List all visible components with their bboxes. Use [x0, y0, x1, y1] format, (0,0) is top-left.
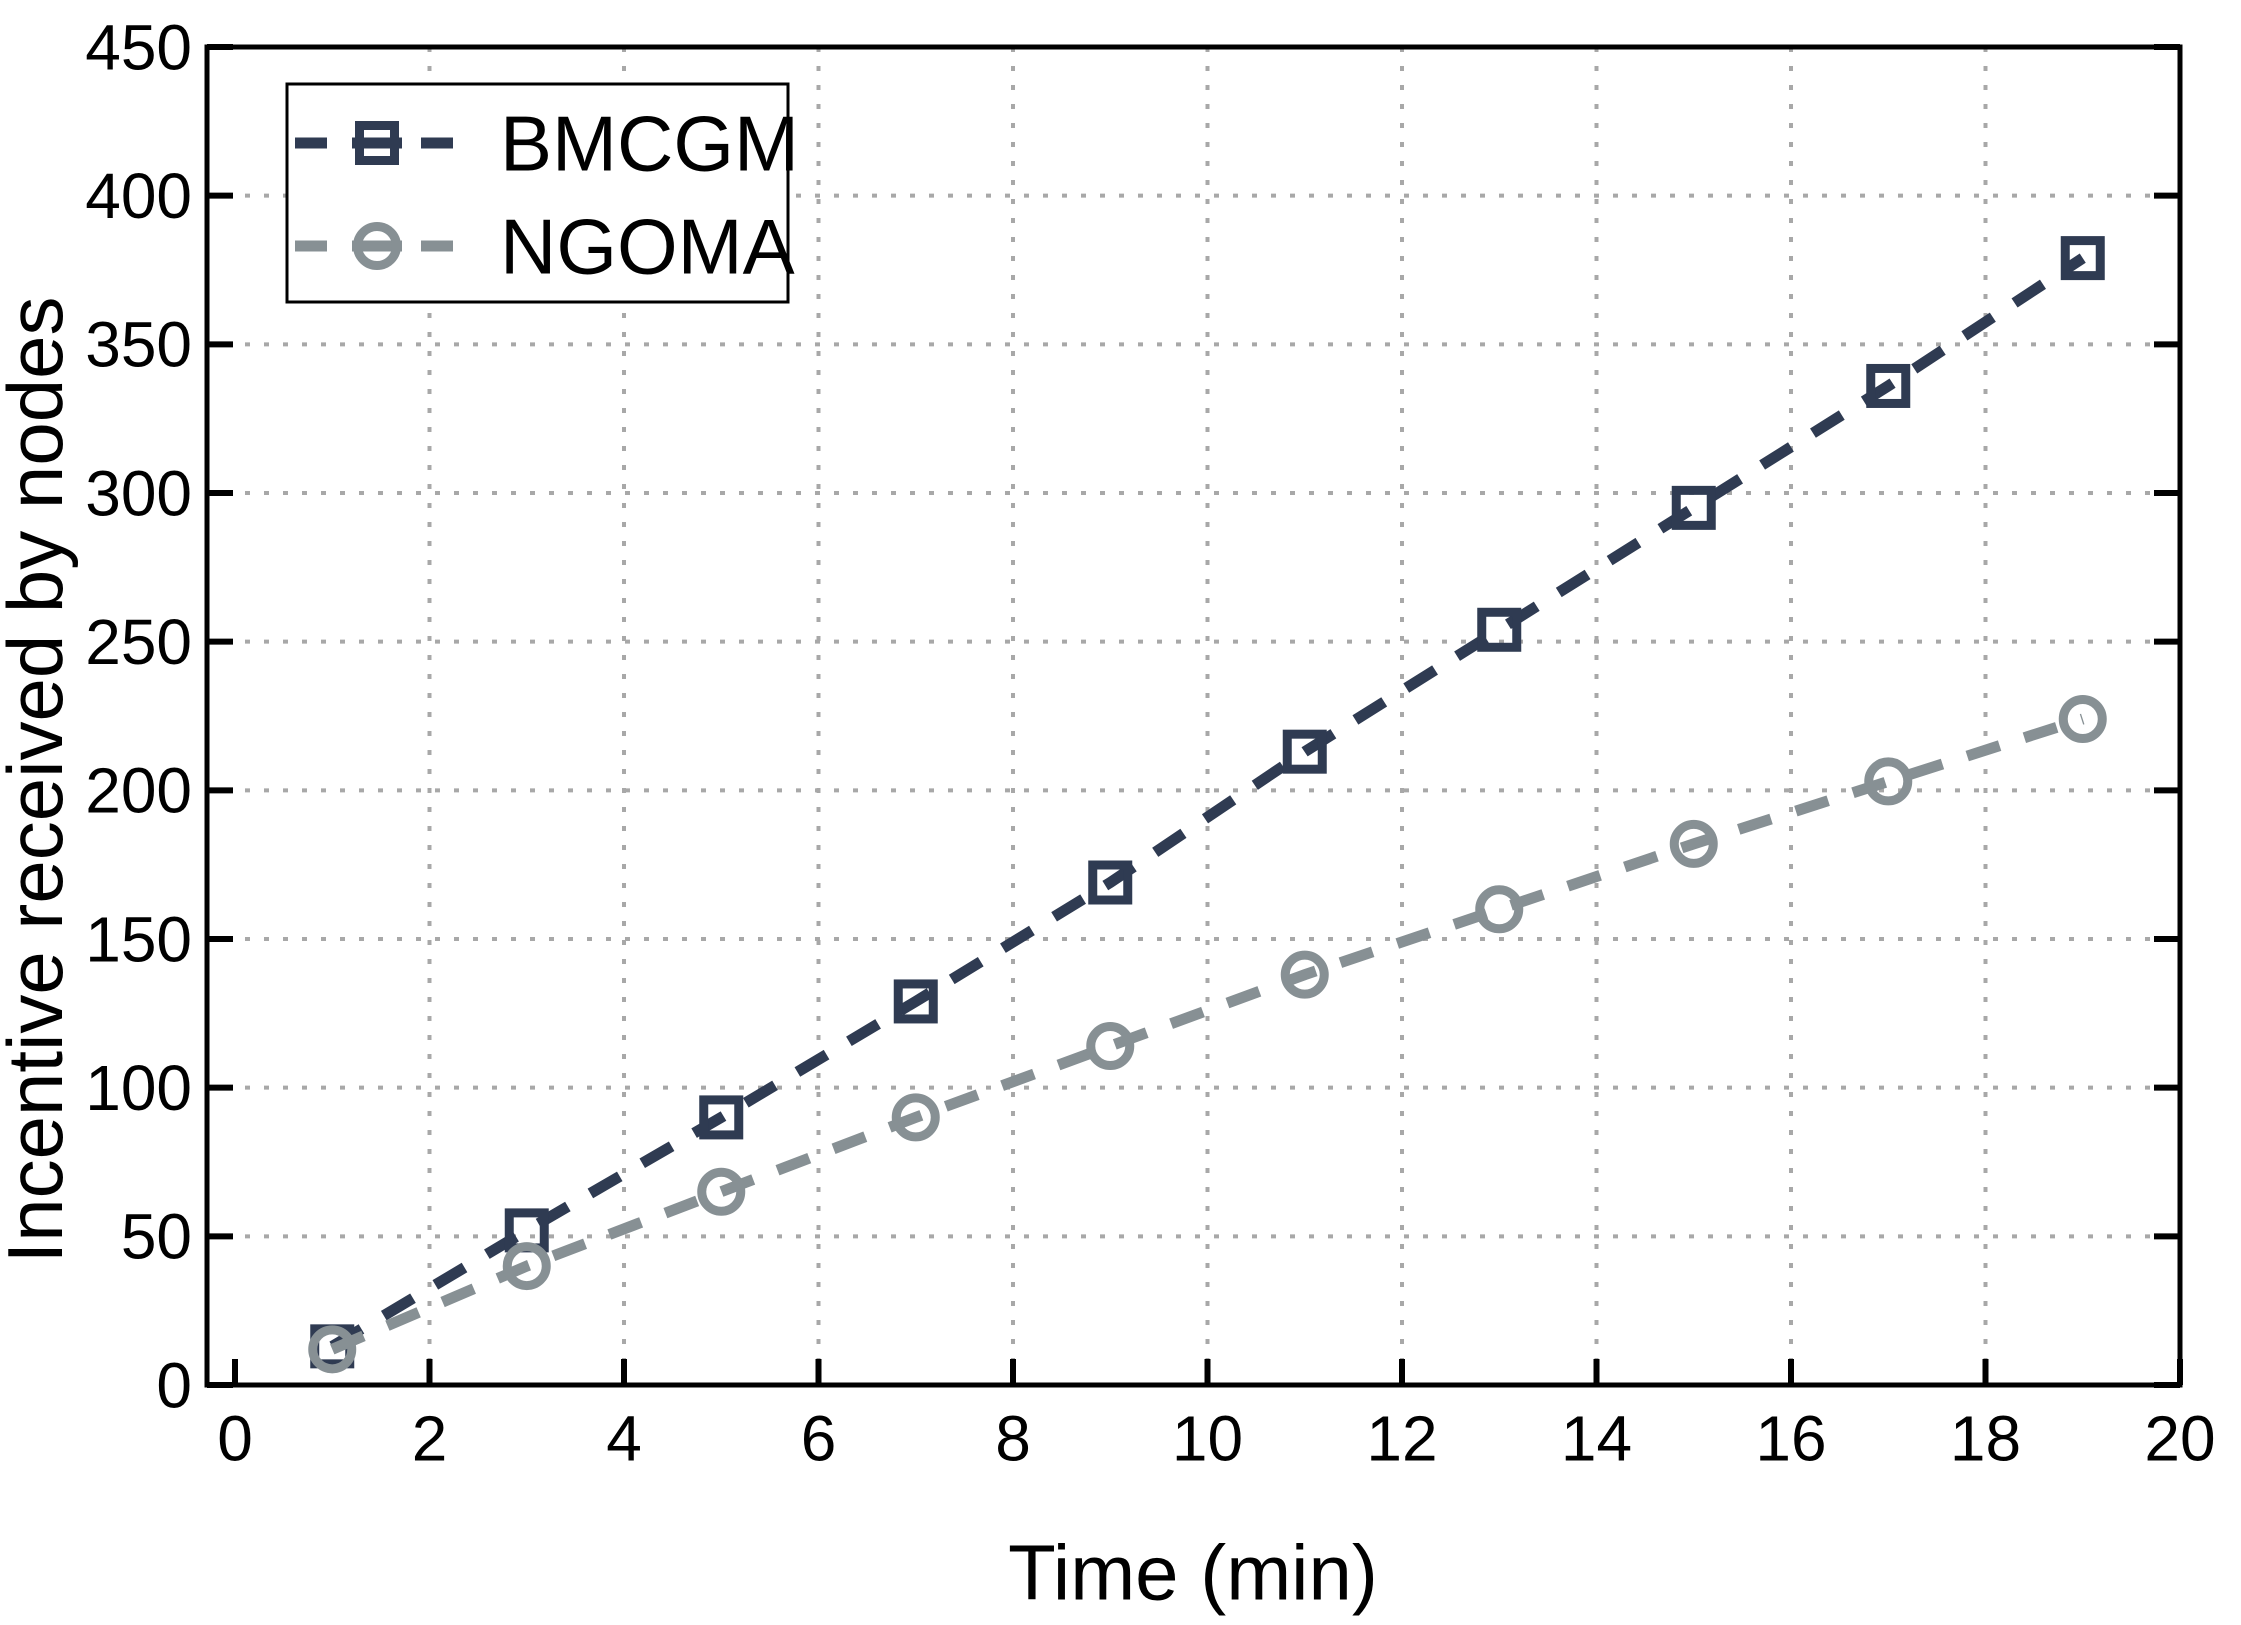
series-line-bmcgm: [329, 253, 2086, 1352]
marker-open-circle-icon: [697, 1167, 746, 1216]
y-tick-label: 250: [85, 606, 192, 678]
marker-open-square-icon: [1671, 485, 1716, 530]
y-tick-label: 300: [85, 457, 192, 529]
y-tick-label: 0: [156, 1349, 192, 1421]
y-tick-label: 150: [85, 903, 192, 975]
y-tick-label: 100: [85, 1052, 192, 1124]
marker-open-circle-icon: [502, 1242, 551, 1291]
y-tick-label: 350: [85, 309, 192, 381]
x-tick-label: 16: [1755, 1402, 1826, 1474]
x-axis-label: Time (min): [1008, 1528, 1378, 1616]
legend-label-bmcgm: BMCGM: [500, 99, 799, 187]
x-tick-label: 4: [606, 1402, 642, 1474]
series-line-ngoma: [330, 713, 2085, 1355]
data-series: [308, 236, 2107, 1374]
x-tick-label: 6: [801, 1402, 837, 1474]
y-tick-label: 50: [121, 1201, 192, 1273]
x-tick-label: 10: [1172, 1402, 1243, 1474]
x-tick-label: 20: [2144, 1402, 2215, 1474]
x-tick-label: 0: [217, 1402, 253, 1474]
y-tick-labels: 0 50 100 150 200 250 300 350 400 450: [85, 11, 192, 1421]
marker-open-square-icon: [1282, 729, 1327, 774]
marker-open-square-icon: [1088, 860, 1133, 905]
marker-open-square-icon: [1866, 363, 1911, 408]
marker-open-circle-icon: [891, 1093, 940, 1142]
legend-label-ngoma: NGOMA: [500, 202, 795, 290]
marker-open-circle-icon: [1669, 819, 1718, 868]
marker-open-circle-icon: [2058, 694, 2107, 743]
x-tick-label: 12: [1366, 1402, 1437, 1474]
legend-open-square-icon: [355, 121, 399, 165]
x-tick-labels: 0 2 4 6 8 10 12 14 16 18 20: [217, 1402, 2215, 1474]
marker-open-circle-icon: [1280, 950, 1329, 999]
x-tick-label: 2: [412, 1402, 448, 1474]
legend-sample-open-circle-icon: [295, 222, 453, 270]
legend-open-circle-icon: [353, 222, 401, 270]
marker-open-square-icon: [1477, 607, 1522, 652]
marker-open-square-icon: [699, 1095, 744, 1140]
x-tick-label: 14: [1561, 1402, 1632, 1474]
marker-open-circle-icon: [1864, 757, 1913, 806]
y-tick-label: 450: [85, 11, 192, 83]
y-tick-label: 400: [85, 160, 192, 232]
x-tick-label: 18: [1950, 1402, 2021, 1474]
gridlines: [207, 47, 2180, 1385]
y-axis-label: Incentive received by nodes: [0, 297, 79, 1264]
marker-open-square-icon: [893, 979, 938, 1024]
marker-open-circle-icon: [308, 1325, 357, 1374]
marker-open-square-icon: [2060, 236, 2105, 281]
y-tick-label: 200: [85, 755, 192, 827]
plot-frame: [204, 44, 2183, 1388]
marker-open-circle-icon: [1086, 1022, 1135, 1071]
legend-sample-open-square-icon: [295, 121, 453, 165]
marker-open-circle-icon: [1475, 885, 1524, 934]
x-tick-label: 8: [995, 1402, 1031, 1474]
legend: BMCGM NGOMA: [285, 82, 799, 304]
